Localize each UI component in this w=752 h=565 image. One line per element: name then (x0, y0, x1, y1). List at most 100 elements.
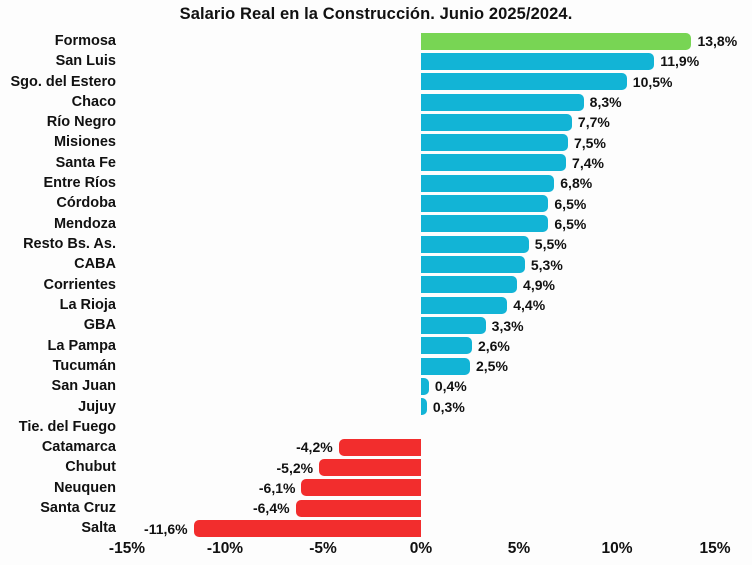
chart-row: Corrientes 4,9% (0, 275, 752, 295)
chart-row: GBA 3,3% (0, 315, 752, 335)
x-axis-tick-label: -5% (309, 540, 337, 557)
chart-row: Sgo. del Estero 10,5% (0, 72, 752, 92)
category-label: Sgo. del Estero (10, 73, 116, 90)
chart-title: Salario Real en la Construcción. Junio 2… (179, 5, 573, 23)
category-label: Tie. del Fuego (18, 418, 116, 435)
bar (421, 73, 627, 91)
bar (421, 256, 525, 274)
plot-area: 11,9% (127, 51, 715, 71)
category-label: Tucumán (52, 357, 116, 374)
chart-row: Formosa 13,8% (0, 31, 752, 51)
chart-row: Chaco 8,3% (0, 92, 752, 112)
plot-area: 2,5% (127, 356, 715, 376)
value-label: 13,8% (697, 33, 738, 50)
value-label: 6,8% (560, 175, 593, 192)
chart-row: Neuquen -6,1% (0, 478, 752, 498)
category-label: Formosa (54, 32, 116, 49)
bar (301, 479, 421, 497)
chart-row: Jujuy 0,3% (0, 397, 752, 417)
plot-area: 7,4% (127, 153, 715, 173)
plot-area: 10,5% (127, 72, 715, 92)
chart-row: San Luis 11,9% (0, 51, 752, 71)
bar (421, 154, 567, 172)
plot-area: 0,4% (127, 376, 715, 396)
chart-row: La Pampa 2,6% (0, 336, 752, 356)
chart-row: Chubut -5,2% (0, 458, 752, 478)
value-label: 5,3% (530, 256, 563, 273)
category-label: Chubut (65, 459, 116, 476)
bar (421, 398, 427, 416)
category-label: La Pampa (47, 337, 117, 354)
value-label: 7,5% (574, 134, 606, 151)
chart-row: Resto Bs. As. 5,5% (0, 234, 752, 254)
category-label: Santa Fe (55, 154, 116, 171)
plot-area: -11,6% (127, 519, 715, 539)
x-axis: -15% -10% -5% 0% 5% 10% 15% (109, 540, 731, 562)
plot-area: -4,2% (127, 437, 715, 457)
x-axis-tick-label: -15% (108, 540, 146, 557)
value-label: 4,9% (523, 276, 555, 293)
bar (421, 93, 584, 111)
chart-row: Salta -11,6% (0, 519, 752, 539)
plot-area: 8,3% (127, 92, 715, 112)
category-label: Corrientes (43, 276, 116, 293)
bar (421, 174, 555, 192)
category-label: Córdoba (56, 195, 116, 212)
category-label: Mendoza (53, 215, 116, 232)
bar (295, 499, 421, 517)
bar (421, 195, 549, 213)
value-label: -6,4% (252, 500, 290, 517)
plot-area: 6,5% (127, 214, 715, 234)
chart-row: Tucumán 2,5% (0, 356, 752, 376)
bar (421, 235, 529, 253)
chart-row: Santa Fe 7,4% (0, 153, 752, 173)
plot-area: 5,3% (127, 254, 715, 274)
plot-area: 7,5% (127, 133, 715, 153)
category-label: Salta (81, 520, 116, 537)
plot-area: 6,8% (127, 173, 715, 193)
value-label: -11,6% (144, 520, 188, 537)
bar-rows: Formosa 13,8% San Luis 11,9% Sgo. del Estero… (0, 31, 752, 539)
plot-area: 2,6% (127, 336, 715, 356)
category-label: Neuquen (53, 479, 116, 496)
bar (421, 32, 692, 50)
value-label: 6,5% (554, 215, 587, 232)
x-axis-tick-label: 15% (699, 540, 731, 557)
bar (421, 276, 518, 294)
plot-area: 4,9% (127, 275, 715, 295)
x-axis-tick-label: -10% (206, 540, 244, 557)
category-label: Río Negro (46, 114, 116, 131)
value-label: 6,5% (554, 195, 587, 212)
category-label: CABA (74, 256, 116, 273)
value-label: 7,7% (577, 114, 610, 131)
category-label: Catamarca (41, 439, 116, 456)
category-label: La Rioja (59, 296, 116, 313)
bar (421, 377, 429, 395)
plot-area: 4,4% (127, 295, 715, 315)
bar (421, 113, 572, 131)
chart-row: Córdoba 6,5% (0, 194, 752, 214)
category-label: Resto Bs. As. (23, 236, 116, 253)
bar (421, 337, 472, 355)
plot-area: 3,3% (127, 315, 715, 335)
chart-row: Catamarca -4,2% (0, 437, 752, 457)
category-label: Entre Ríos (43, 175, 116, 192)
plot-area: 13,8% (127, 31, 737, 51)
chart-row: Tie. del Fuego (0, 417, 752, 437)
chart-row: La Rioja 4,4% (0, 295, 752, 315)
value-label: 2,6% (477, 337, 510, 354)
category-label: San Juan (51, 378, 116, 395)
chart-row: Misiones 7,5% (0, 133, 752, 153)
value-label: 11,9% (660, 53, 700, 70)
plot-area: 6,5% (127, 194, 715, 214)
bar (421, 357, 470, 375)
value-label: 7,4% (572, 155, 604, 172)
value-label: 5,5% (534, 236, 567, 253)
plot-area: -6,4% (127, 498, 715, 518)
x-axis-tick-label: 0% (409, 540, 433, 557)
value-label: 0,4% (434, 378, 467, 395)
bar (421, 296, 508, 314)
chart-row: Mendoza 6,5% (0, 214, 752, 234)
bar (421, 134, 568, 152)
